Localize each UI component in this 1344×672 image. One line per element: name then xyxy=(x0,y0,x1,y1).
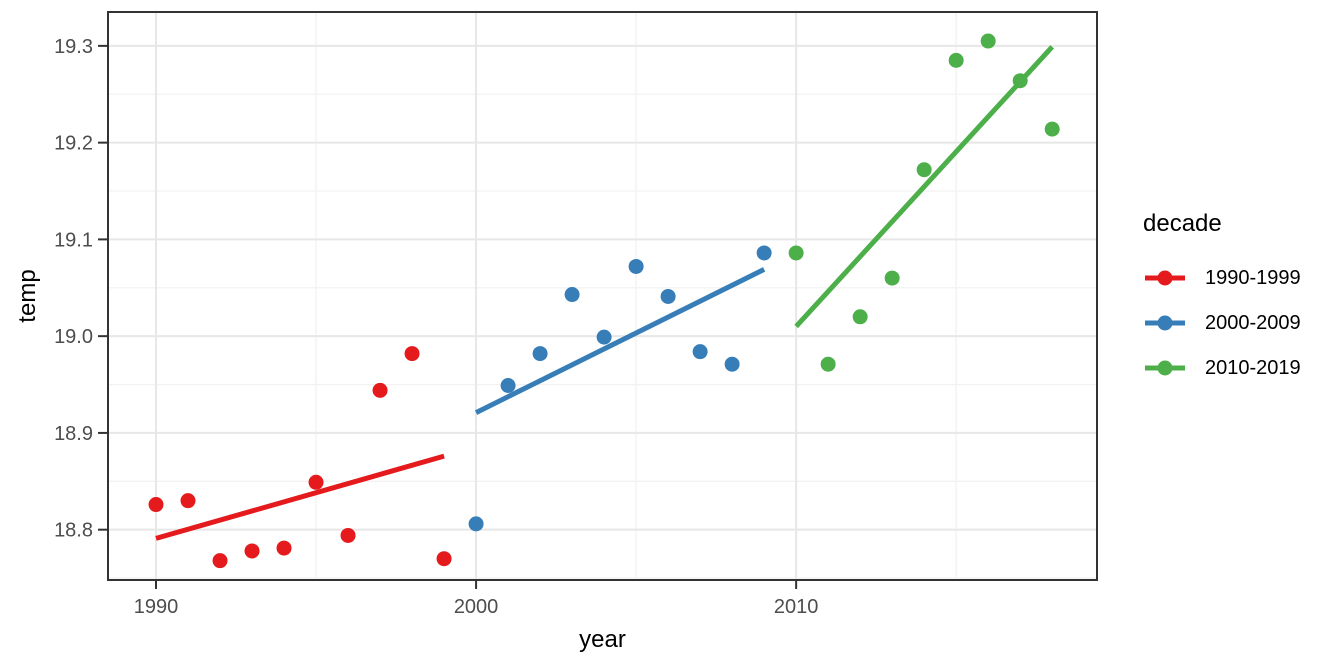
legend-entry: 2000-2009 xyxy=(1143,311,1301,334)
data-point xyxy=(564,287,580,303)
y-tick-label: 18.8 xyxy=(54,520,93,542)
data-point xyxy=(148,497,164,513)
legend-entry: 2010-2019 xyxy=(1143,356,1301,379)
x-tick-label: 1990 xyxy=(134,596,179,618)
data-point xyxy=(436,551,452,567)
data-point xyxy=(372,382,388,398)
data-point xyxy=(276,540,292,556)
y-tick-label: 19.0 xyxy=(54,326,93,348)
legend-title: decade xyxy=(1143,210,1222,237)
data-point xyxy=(532,346,548,362)
x-tick-label: 2000 xyxy=(454,596,499,618)
trend-line xyxy=(474,267,766,415)
data-point xyxy=(692,344,708,360)
panel-border xyxy=(107,11,1098,581)
data-point xyxy=(852,309,868,325)
data-point xyxy=(980,33,996,49)
y-tick-label: 19.3 xyxy=(54,36,93,58)
y-tick-label: 19.1 xyxy=(54,229,93,251)
panel-background xyxy=(108,12,1097,580)
legend-entry: 1990-1999 xyxy=(1143,266,1301,289)
legend: decade 1990-1999 2000-2009 2010-2019 xyxy=(1143,210,1301,403)
legend-entry-label: 2000-2009 xyxy=(1205,311,1301,334)
data-point xyxy=(308,474,324,490)
data-point xyxy=(340,527,356,543)
data-point xyxy=(628,258,644,274)
legend-key-icon xyxy=(1145,360,1185,376)
legend-entry-label: 1990-1999 xyxy=(1205,266,1301,289)
data-point xyxy=(500,378,516,394)
y-tick-label: 18.9 xyxy=(54,423,93,445)
data-point xyxy=(660,288,676,304)
data-point xyxy=(180,493,196,509)
y-axis-title: temp xyxy=(14,269,41,323)
x-tick-label: 2010 xyxy=(774,596,819,618)
data-point xyxy=(916,162,932,178)
data-point xyxy=(788,245,804,261)
trend-line xyxy=(794,45,1055,329)
data-point xyxy=(820,356,836,372)
data-point xyxy=(948,52,964,68)
x-axis-title: year xyxy=(579,626,626,653)
trend-line xyxy=(155,453,445,541)
legend-key-icon xyxy=(1145,315,1185,331)
data-point xyxy=(724,356,740,372)
data-point xyxy=(1044,121,1060,137)
legend-key-icon xyxy=(1145,270,1185,286)
data-point xyxy=(244,543,260,559)
data-point xyxy=(756,245,772,261)
y-tick-label: 19.2 xyxy=(54,133,93,155)
legend-entry-label: 2010-2019 xyxy=(1205,356,1301,379)
legend-entries: 1990-1999 2000-2009 2010-2019 xyxy=(1143,266,1301,379)
data-point xyxy=(404,346,420,362)
data-point xyxy=(596,329,612,345)
data-point xyxy=(884,270,900,286)
data-point xyxy=(212,553,228,569)
data-point xyxy=(468,516,484,532)
